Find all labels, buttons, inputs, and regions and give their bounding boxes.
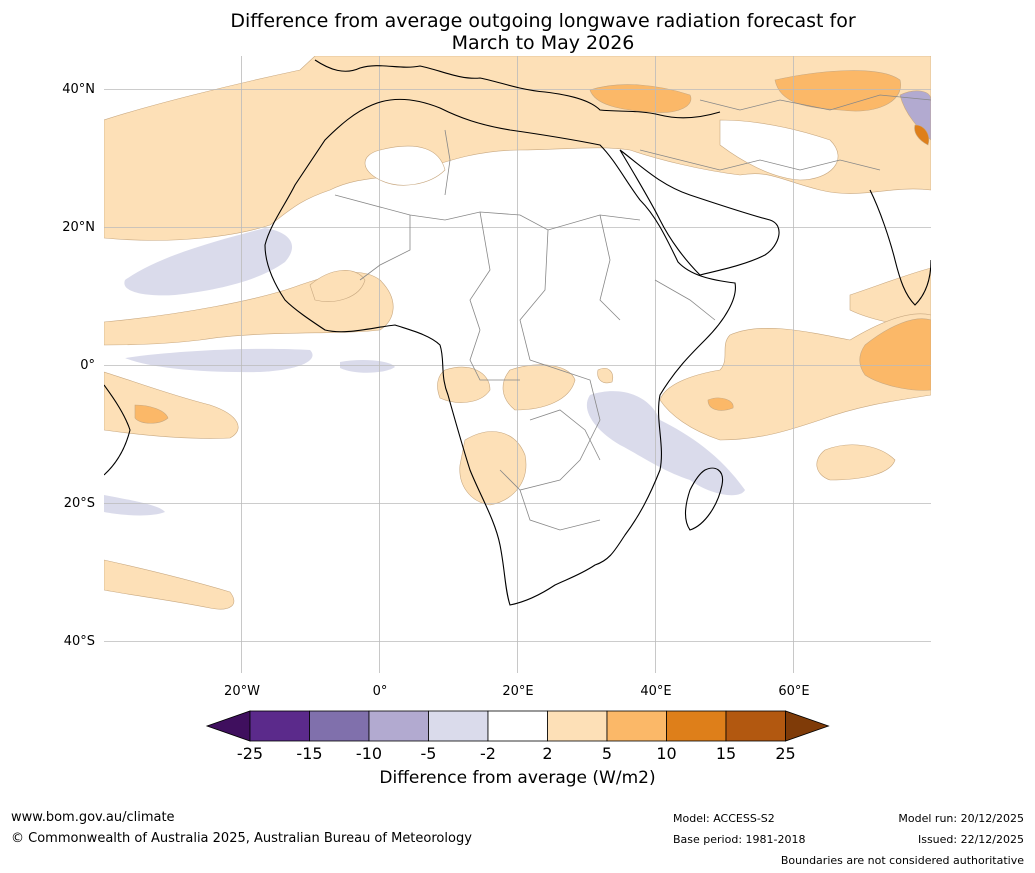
madagascar-coastline — [684, 467, 724, 531]
footer-disclaimer: Boundaries are not considered authoritat… — [780, 854, 1024, 867]
anomaly-positive-africa-west — [309, 270, 366, 302]
coastlines — [104, 59, 931, 606]
lon-label-0: 0° — [372, 684, 388, 699]
colorbar-tick-label: 5 — [601, 744, 613, 763]
title-line-1: Difference from average outgoing longwav… — [230, 10, 856, 32]
lat-label-20n: 20°N — [62, 220, 95, 235]
colorbar-tick-label: 2 — [542, 744, 553, 763]
arabia-coastline — [619, 149, 780, 276]
colorbar-tick-label: -2 — [480, 744, 496, 763]
colorbar-segment — [487, 710, 548, 742]
africa-coastline — [264, 98, 736, 606]
title-line-2: March to May 2026 — [451, 32, 635, 54]
colorbar-tick-label: -15 — [296, 744, 323, 763]
lon-label-20w: 20°W — [224, 684, 260, 699]
anomaly-positive-southatlantic-2 — [104, 559, 235, 610]
footer-model: Model: ACCESS-S2 — [673, 812, 775, 825]
graticule — [104, 56, 931, 673]
anomaly-positive-angola — [459, 431, 527, 506]
anomaly-moderate-indian-small — [707, 397, 734, 411]
footer-issued: Issued: 22/12/2025 — [917, 833, 1024, 846]
colorbar-segment — [725, 710, 786, 742]
country-borders — [334, 94, 931, 531]
colorbar-segment — [309, 710, 370, 742]
colorbar-segment — [666, 710, 727, 742]
lat-label-0: 0° — [80, 358, 95, 373]
anomaly-strong-himalaya — [914, 124, 930, 146]
anomaly-positive-indian-south — [816, 444, 896, 481]
anomaly-neutral-sahara — [364, 145, 446, 186]
colorbar-label: Difference from average (W/m2) — [379, 768, 656, 788]
anomaly-negative-guinea-2 — [340, 359, 395, 373]
lon-label-60e: 60°E — [778, 684, 810, 699]
colorbar-arrow-high — [785, 710, 830, 742]
europe-coastline — [314, 59, 721, 119]
colorbar-segment — [547, 710, 608, 742]
colorbar-segment — [428, 710, 489, 742]
colorbar-segment — [249, 710, 310, 742]
colorbar-tick-label: 10 — [656, 744, 677, 763]
lon-label-40e: 40°E — [640, 684, 672, 699]
anomaly-moderate-indian — [859, 318, 931, 391]
lon-label-20e: 20°E — [502, 684, 534, 699]
south-america-coastline — [104, 384, 131, 476]
colorbar-segment — [606, 710, 667, 742]
colorbar-tick-label: -5 — [420, 744, 437, 763]
lat-label-40n: 40°N — [62, 82, 95, 97]
colorbar-tick-label: -10 — [355, 744, 383, 763]
footer-base-period: Base period: 1981-2018 — [673, 833, 806, 846]
anomaly-neutral-arabia — [719, 119, 839, 181]
lat-label-20s: 20°S — [63, 496, 95, 511]
lat-label-40s: 40°S — [63, 634, 95, 649]
anomaly-positive-lake — [597, 368, 613, 384]
anomaly-moderate-southatlantic — [134, 404, 169, 424]
colorbar-tick-label: -25 — [236, 744, 264, 763]
chart-title: Difference from average outgoing longwav… — [0, 10, 1035, 54]
anomaly-positive-southatlantic — [104, 371, 239, 439]
footer-copyright: © Commonwealth of Australia 2025, Austra… — [11, 831, 472, 846]
anomaly-negative-atlantic-north — [124, 228, 293, 296]
footer-model-run: Model run: 20/12/2025 — [898, 812, 1024, 825]
anomaly-negative-guinea — [125, 348, 313, 373]
colorbar-tick-label: 25 — [775, 744, 796, 763]
anomaly-negative-southatlantic — [104, 495, 165, 516]
colorbar-segment — [368, 710, 429, 742]
colorbar-arrow-low — [205, 710, 251, 742]
anomaly-moderate-turkey — [589, 84, 692, 113]
map-area — [104, 56, 931, 673]
footer-website[interactable]: www.bom.gov.au/climate — [11, 810, 175, 825]
colorbar-tick-label: 15 — [715, 744, 737, 763]
india-coastline — [869, 189, 931, 306]
colorbar-segments — [205, 710, 830, 742]
